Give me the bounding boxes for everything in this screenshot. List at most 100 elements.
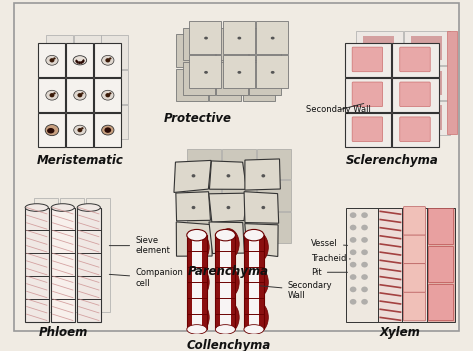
Ellipse shape <box>192 174 195 178</box>
Bar <box>222 180 256 211</box>
Ellipse shape <box>218 267 239 298</box>
Bar <box>345 207 378 322</box>
Text: Vessel: Vessel <box>311 239 348 248</box>
Bar <box>378 207 403 322</box>
Text: Collenchyma: Collenchyma <box>186 339 271 351</box>
Bar <box>215 235 236 329</box>
Ellipse shape <box>231 43 235 46</box>
Ellipse shape <box>350 225 357 230</box>
Bar <box>210 34 241 67</box>
Ellipse shape <box>222 233 235 255</box>
Ellipse shape <box>193 271 204 293</box>
Ellipse shape <box>105 93 110 97</box>
Bar <box>187 148 221 179</box>
Polygon shape <box>245 159 280 190</box>
Bar <box>403 66 450 100</box>
Ellipse shape <box>193 306 204 328</box>
Bar <box>392 43 439 77</box>
Bar <box>429 246 453 282</box>
Bar <box>94 113 121 147</box>
Bar <box>45 35 72 69</box>
Ellipse shape <box>227 238 230 241</box>
Bar <box>183 62 215 95</box>
Ellipse shape <box>350 212 357 218</box>
Ellipse shape <box>188 232 209 263</box>
Ellipse shape <box>215 230 236 241</box>
Ellipse shape <box>350 299 357 305</box>
Bar <box>187 212 221 243</box>
Bar <box>102 105 129 139</box>
Bar <box>249 28 281 60</box>
Bar <box>45 105 72 139</box>
Ellipse shape <box>109 57 112 60</box>
Ellipse shape <box>102 55 114 65</box>
Bar <box>256 21 288 54</box>
Ellipse shape <box>262 174 265 178</box>
Bar <box>249 62 281 95</box>
Ellipse shape <box>45 125 59 135</box>
Ellipse shape <box>53 57 56 60</box>
Ellipse shape <box>82 59 85 62</box>
Bar <box>66 43 93 77</box>
Ellipse shape <box>361 225 368 230</box>
Bar <box>192 235 202 329</box>
Bar <box>403 32 450 65</box>
Bar <box>411 105 442 130</box>
Ellipse shape <box>361 237 368 243</box>
FancyBboxPatch shape <box>352 82 383 107</box>
Ellipse shape <box>224 50 228 53</box>
Polygon shape <box>176 222 212 256</box>
Ellipse shape <box>25 204 48 211</box>
Ellipse shape <box>74 125 86 135</box>
Ellipse shape <box>109 92 112 94</box>
Ellipse shape <box>51 204 74 211</box>
Ellipse shape <box>271 71 275 74</box>
Bar <box>86 198 110 312</box>
Bar <box>403 101 450 135</box>
Ellipse shape <box>257 84 261 87</box>
Ellipse shape <box>78 61 80 64</box>
Ellipse shape <box>215 325 236 334</box>
Bar <box>38 78 65 112</box>
Ellipse shape <box>187 230 207 241</box>
Bar <box>176 68 208 101</box>
Bar <box>243 34 275 67</box>
Text: Parenchyma: Parenchyma <box>188 265 269 278</box>
Text: Secondary Wall: Secondary Wall <box>307 104 371 114</box>
Bar <box>73 35 101 69</box>
Bar <box>34 198 58 312</box>
Ellipse shape <box>187 325 207 334</box>
Bar <box>77 207 101 322</box>
Bar <box>216 28 248 60</box>
Bar <box>102 35 129 69</box>
Bar <box>344 43 391 77</box>
Bar <box>392 78 439 112</box>
Ellipse shape <box>252 271 263 293</box>
Polygon shape <box>174 160 211 192</box>
Bar <box>25 207 49 322</box>
Text: Phloem: Phloem <box>39 326 88 339</box>
Ellipse shape <box>78 93 82 97</box>
Bar <box>222 148 256 179</box>
Ellipse shape <box>361 274 368 280</box>
Ellipse shape <box>53 92 56 94</box>
Ellipse shape <box>271 37 275 40</box>
Bar <box>427 207 455 322</box>
Ellipse shape <box>50 58 54 62</box>
Ellipse shape <box>75 60 78 62</box>
Ellipse shape <box>231 78 235 80</box>
Ellipse shape <box>77 61 79 64</box>
Ellipse shape <box>244 325 264 334</box>
FancyBboxPatch shape <box>403 292 426 321</box>
Bar <box>189 21 221 54</box>
Polygon shape <box>209 222 245 253</box>
Ellipse shape <box>350 286 357 292</box>
Bar <box>183 28 215 60</box>
Bar <box>94 43 121 77</box>
Ellipse shape <box>218 229 239 259</box>
Ellipse shape <box>105 127 111 133</box>
Text: Xylem: Xylem <box>379 326 420 339</box>
Bar <box>257 180 291 211</box>
Ellipse shape <box>361 262 368 267</box>
Ellipse shape <box>252 236 263 258</box>
